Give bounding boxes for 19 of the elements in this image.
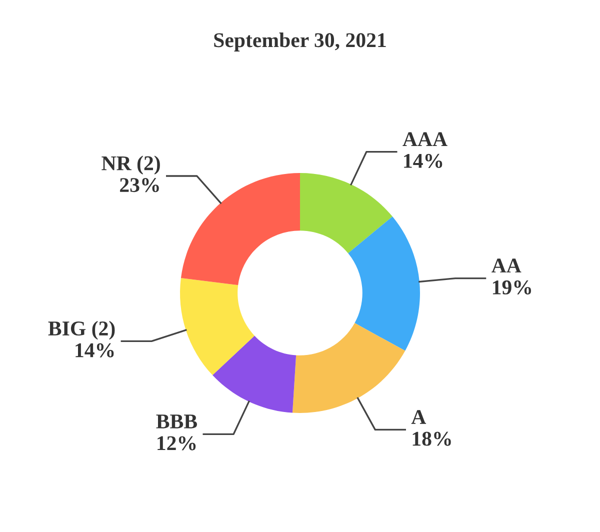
donut-slice (292, 323, 406, 413)
data-label: 18% (412, 432, 451, 446)
chart-title: September 30, 2021 (214, 32, 386, 52)
donut-slice (180, 173, 300, 286)
slice-label: BIG (2) (48, 320, 115, 340)
data-label: 14% (76, 343, 114, 358)
donut-slice (348, 216, 420, 351)
slice-label: A (411, 410, 426, 424)
data-label: 12% (158, 436, 196, 450)
data-label: 14% (404, 154, 442, 168)
donut-slice (212, 336, 296, 413)
data-label: 23% (120, 178, 159, 192)
slice-label: AAA (402, 132, 448, 146)
donut-slice (300, 173, 392, 254)
slice-label: NR (2) (102, 156, 160, 175)
donut-slice (180, 278, 255, 376)
data-label: 19% (492, 280, 532, 294)
slice-label: BBB (156, 414, 197, 428)
slice-label: AA (492, 258, 522, 272)
